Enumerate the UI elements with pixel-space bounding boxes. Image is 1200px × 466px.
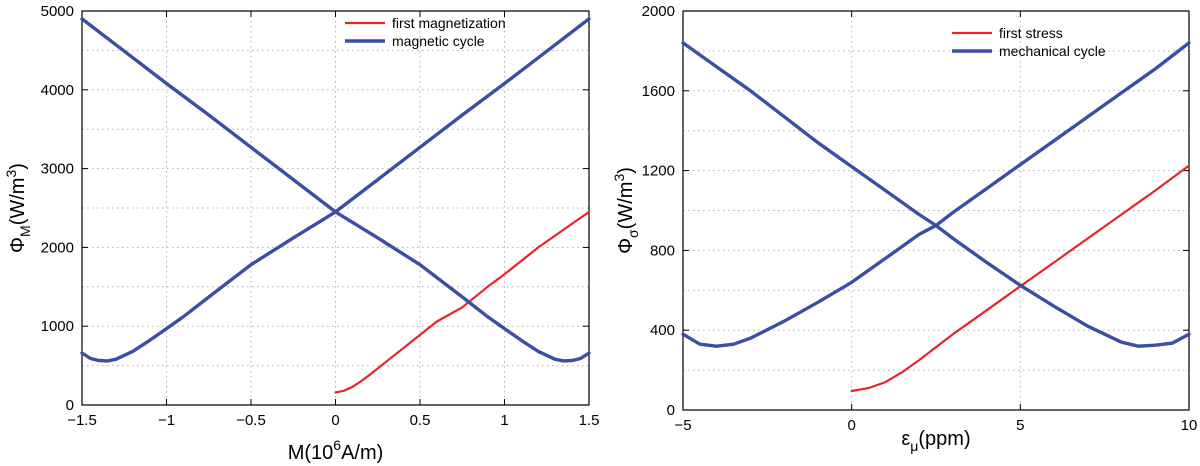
- legend-label: first magnetization: [392, 15, 506, 31]
- y-tick-label: 2000: [41, 239, 74, 256]
- x-tick-label: 5: [1016, 417, 1024, 434]
- series-line-mechanical-cycle: [681, 41, 1191, 348]
- y-tick-label: 400: [650, 322, 675, 339]
- x-tick-label: 1: [500, 412, 508, 429]
- x-tick-label: 0.5: [410, 412, 431, 429]
- series-line-magnetic-cycle: [80, 17, 591, 363]
- series-line-first-magnetization: [334, 210, 591, 394]
- y-tick-label: 1600: [642, 83, 675, 100]
- y-axis-label: ΦM(W/m3): [3, 163, 33, 253]
- y-tick-label: 0: [66, 397, 74, 414]
- y-tick-label: 1200: [642, 163, 675, 180]
- x-tick-label: 0: [331, 412, 339, 429]
- y-tick-label: 3000: [41, 161, 74, 178]
- y-tick-label: 800: [650, 242, 675, 259]
- y-axis-label: Φσ(W/m3): [611, 167, 641, 254]
- x-tick-label: −5: [674, 417, 691, 434]
- series-line-branch-2: [681, 41, 1191, 348]
- y-tick-label: 2000: [642, 3, 675, 20]
- y-tick-label: 0: [667, 402, 675, 419]
- series-line-first-stress: [850, 164, 1191, 393]
- legend-label: magnetic cycle: [392, 33, 485, 49]
- magnetic-energy-chart: −1.5 −1 −0.5 0 0.5 1 1.5 0 1000 2000 3000 4000 5000 f…: [3, 3, 599, 464]
- x-axis-label: εμ(ppm): [901, 428, 970, 454]
- plot-frame: [682, 10, 1190, 411]
- legend-label: mechanical cycle: [999, 43, 1106, 59]
- y-tick-label: 4000: [41, 82, 74, 99]
- x-tick-label: 10: [1181, 417, 1198, 434]
- x-tick-label: 1.5: [579, 412, 600, 429]
- y-tick-label: 5000: [41, 3, 74, 20]
- legend-label: first stress: [999, 25, 1063, 41]
- x-tick-label: 0: [847, 417, 855, 434]
- x-axis-label: M(106A/m): [288, 437, 384, 464]
- x-tick-label: −0.5: [236, 412, 266, 429]
- x-tick-label: −1: [158, 412, 175, 429]
- series-line-branch-2: [80, 17, 591, 363]
- y-tick-label: 1000: [41, 318, 74, 335]
- x-tick-label: −1.5: [67, 412, 97, 429]
